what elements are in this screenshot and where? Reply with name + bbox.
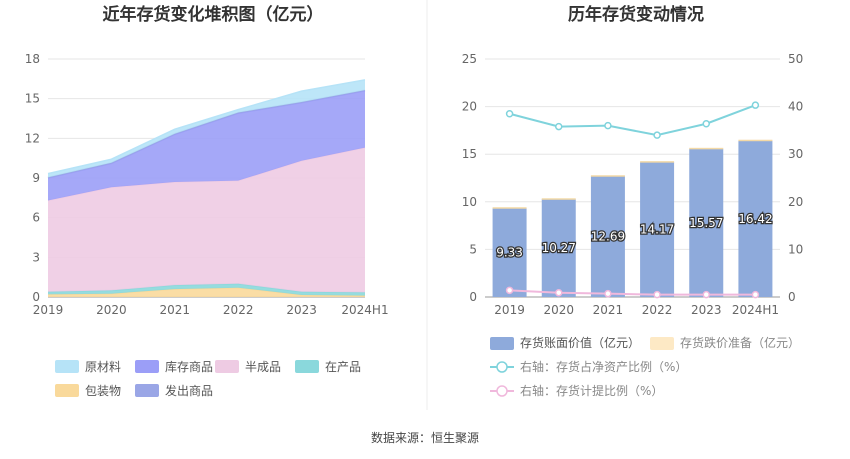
bar-value-label: 10.27 bbox=[542, 241, 576, 255]
legend-label: 发出商品 bbox=[165, 383, 213, 398]
right-chart-title: 历年存货变动情况 bbox=[568, 4, 704, 25]
x-tick-label: 2020 bbox=[96, 303, 127, 317]
line-point bbox=[604, 289, 612, 298]
y2-tick-label: 30 bbox=[788, 147, 803, 161]
x-tick-label: 2019 bbox=[494, 303, 525, 317]
legend-swatch bbox=[490, 337, 514, 350]
line-point bbox=[702, 119, 710, 128]
y-tick-label: 12 bbox=[25, 131, 40, 145]
provision-bar bbox=[689, 147, 724, 150]
y-tick-label: 25 bbox=[462, 52, 477, 66]
inventory-bar-chart: 0 5 10 15 20 25 0 10 20 30 40 50 2019 2020 2021 2022 202… bbox=[462, 52, 804, 398]
x-tick-label: 2021 bbox=[160, 303, 191, 317]
area-series bbox=[48, 283, 365, 296]
inventory-bar bbox=[492, 208, 527, 297]
legend-swatch bbox=[55, 360, 79, 373]
line-point bbox=[505, 286, 514, 295]
inventory-bar bbox=[590, 176, 625, 297]
line-point bbox=[604, 121, 612, 130]
legend-label: 包装物 bbox=[85, 384, 121, 398]
legend-swatch bbox=[135, 360, 159, 373]
legend-label: 在产品 bbox=[325, 360, 361, 374]
legend-label: 库存商品 bbox=[165, 359, 213, 374]
legend-label: 半成品 bbox=[245, 360, 281, 374]
y-tick-label: 5 bbox=[469, 242, 477, 256]
line-point bbox=[702, 290, 710, 299]
y2-tick-label: 40 bbox=[788, 100, 803, 114]
x-tick-label: 2022 bbox=[223, 303, 254, 317]
inventory-bar bbox=[738, 140, 773, 297]
x-tick-label: 2023 bbox=[286, 303, 317, 317]
y2-tick-label: 0 bbox=[788, 290, 796, 304]
bar-value-label: 15.57 bbox=[689, 216, 723, 230]
line-point bbox=[505, 109, 514, 118]
bar-value-label: 12.69 bbox=[591, 230, 625, 244]
inventory-bar bbox=[689, 148, 724, 297]
legend-swatch bbox=[215, 360, 239, 373]
y-tick-label: 6 bbox=[32, 211, 40, 225]
y-tick-label: 3 bbox=[32, 250, 40, 264]
x-tick-label: 2019 bbox=[33, 303, 64, 317]
line-point bbox=[653, 290, 661, 299]
x-tick-label: 2023 bbox=[691, 303, 722, 317]
y-tick-label: 20 bbox=[462, 100, 477, 114]
y-tick-label: 15 bbox=[462, 147, 477, 161]
left-chart-title: 近年存货变化堆积图（亿元） bbox=[103, 4, 324, 25]
y2-tick-label: 10 bbox=[788, 242, 803, 256]
bar-value-label: 9.33 bbox=[496, 246, 523, 260]
line-point bbox=[751, 290, 760, 299]
legend-swatch bbox=[650, 337, 674, 350]
legend-label: 原材料 bbox=[85, 360, 121, 374]
inventory-bar bbox=[640, 162, 675, 297]
x-tick-label: 2024H1 bbox=[732, 303, 779, 317]
line-point bbox=[653, 131, 661, 139]
legend-swatch bbox=[295, 360, 319, 373]
provision-bar bbox=[492, 207, 527, 209]
y-tick-label: 0 bbox=[469, 290, 477, 304]
area-series-line bbox=[47, 79, 366, 175]
legend-swatch-marker bbox=[496, 361, 508, 373]
provision-bar bbox=[738, 139, 773, 142]
area-series bbox=[48, 287, 365, 297]
provision-bar bbox=[590, 175, 625, 177]
y-tick-label: 15 bbox=[25, 92, 40, 106]
line-point bbox=[555, 288, 563, 297]
legend-swatch-marker bbox=[496, 385, 508, 397]
legend-label: 存货跌价准备（亿元） bbox=[680, 335, 800, 350]
line-point bbox=[751, 101, 760, 109]
x-tick-label: 2024H1 bbox=[341, 303, 388, 317]
ratio-line bbox=[509, 104, 756, 137]
data-source: 数据来源：恒生聚源 bbox=[371, 430, 479, 445]
y2-tick-label: 20 bbox=[788, 195, 803, 209]
legend-label: 存货账面价值（亿元） bbox=[520, 335, 640, 350]
x-tick-label: 2022 bbox=[642, 303, 673, 317]
y-tick-label: 10 bbox=[462, 195, 477, 209]
y-tick-label: 18 bbox=[25, 52, 40, 66]
area-series bbox=[48, 79, 365, 178]
stacked-area-chart: 0 3 6 9 12 15 18 2019 2020 2021 2022 2023 2024H1 原材料 库… bbox=[25, 52, 389, 398]
provision-bar bbox=[541, 198, 576, 200]
area-series bbox=[48, 90, 365, 201]
area-series bbox=[48, 147, 365, 293]
legend-swatch bbox=[55, 384, 79, 397]
x-tick-label: 2020 bbox=[543, 303, 574, 317]
legend-label: 右轴：存货计提比例（%） bbox=[520, 383, 663, 398]
legend-label: 右轴：存货占净资产比例（%） bbox=[520, 359, 687, 374]
bar-value-label: 16.42 bbox=[738, 212, 772, 226]
x-tick-label: 2021 bbox=[593, 303, 624, 317]
line-point bbox=[555, 122, 563, 131]
bar-value-label: 14.17 bbox=[640, 223, 674, 237]
y-tick-label: 0 bbox=[32, 290, 40, 304]
y-tick-label: 9 bbox=[32, 171, 40, 185]
provision-bar bbox=[640, 161, 675, 163]
y2-tick-label: 50 bbox=[788, 52, 803, 66]
inventory-bar bbox=[541, 199, 576, 297]
legend-swatch bbox=[135, 384, 159, 397]
provision-ratio-line bbox=[509, 289, 756, 296]
